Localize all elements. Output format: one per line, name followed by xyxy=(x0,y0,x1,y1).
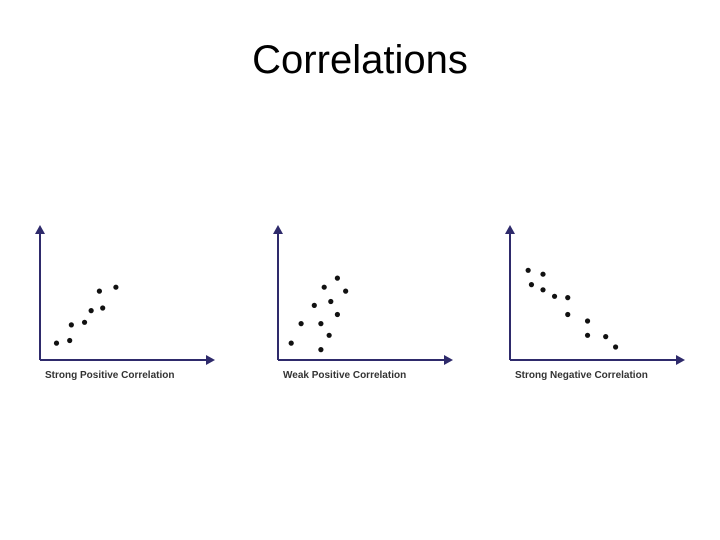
chart-strong-positive: Strong Positive Correlation xyxy=(30,215,230,385)
data-point xyxy=(328,298,334,305)
data-point xyxy=(551,293,558,299)
y-axis-arrow xyxy=(505,225,515,234)
chart-strong-negative: Strong Negative Correlation xyxy=(500,215,700,385)
data-point xyxy=(68,322,74,328)
data-point xyxy=(334,311,340,318)
data-point xyxy=(81,319,88,325)
chart-weak-positive: Weak Positive Correlation xyxy=(268,215,468,385)
scatter-plot xyxy=(273,225,453,365)
scatter-plot xyxy=(35,225,215,365)
data-point xyxy=(288,340,294,346)
data-point xyxy=(584,318,591,324)
chart-caption: Weak Positive Correlation xyxy=(283,370,407,381)
data-point xyxy=(343,288,349,294)
chart-caption: Strong Positive Correlation xyxy=(45,370,175,381)
y-axis-arrow xyxy=(35,225,45,234)
x-axis-arrow xyxy=(206,355,215,365)
x-axis-arrow xyxy=(676,355,685,365)
data-point xyxy=(540,271,546,277)
data-point xyxy=(613,344,619,350)
data-point xyxy=(298,321,304,327)
data-point xyxy=(318,347,324,353)
data-point xyxy=(96,288,102,294)
data-point xyxy=(311,302,317,308)
scatter-plot xyxy=(505,225,685,365)
x-axis-arrow xyxy=(444,355,453,365)
data-point xyxy=(540,287,546,293)
data-point xyxy=(334,275,340,281)
chart-caption: Strong Negative Correlation xyxy=(515,370,648,381)
data-point xyxy=(113,284,119,290)
data-point xyxy=(321,284,327,290)
data-point xyxy=(53,340,60,346)
data-point xyxy=(318,321,324,327)
data-point xyxy=(67,337,73,344)
data-point xyxy=(528,282,535,288)
y-axis-arrow xyxy=(273,225,283,234)
data-point xyxy=(100,305,106,311)
data-point xyxy=(88,308,94,314)
data-point xyxy=(603,334,609,340)
data-point xyxy=(584,332,591,338)
data-point xyxy=(326,332,332,338)
data-point xyxy=(565,311,571,318)
slide-title: Correlations xyxy=(252,38,468,82)
data-point xyxy=(565,295,571,301)
data-point xyxy=(525,267,531,273)
